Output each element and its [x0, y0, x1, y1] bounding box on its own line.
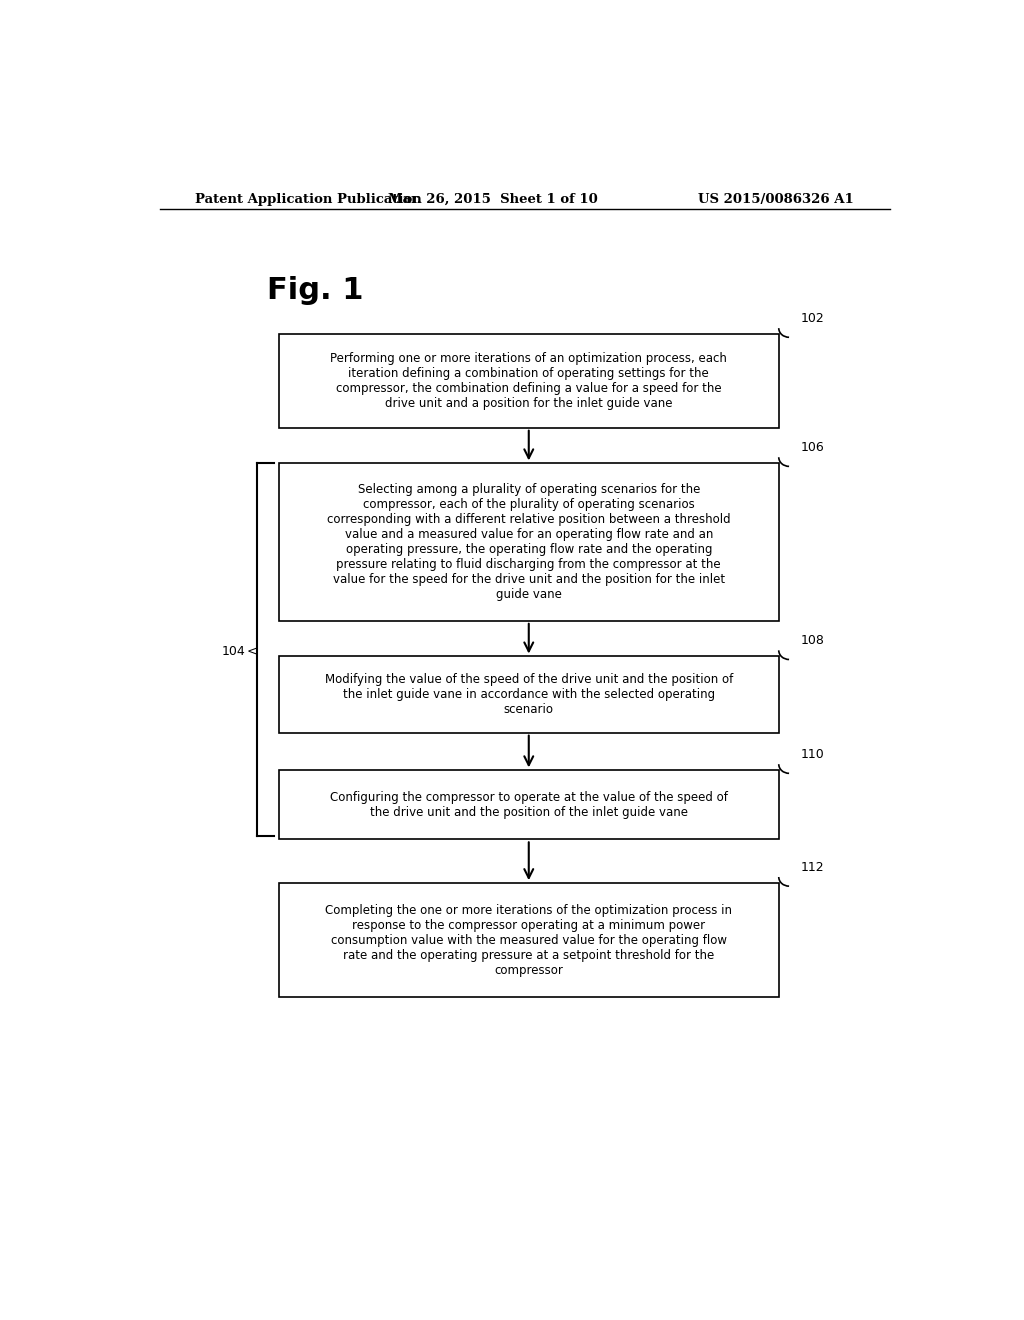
- Text: 106: 106: [801, 441, 824, 454]
- Text: 104: 104: [222, 645, 246, 657]
- Text: Configuring the compressor to operate at the value of the speed of
the drive uni: Configuring the compressor to operate at…: [330, 791, 728, 818]
- Text: Completing the one or more iterations of the optimization process in
response to: Completing the one or more iterations of…: [326, 903, 732, 977]
- Text: 108: 108: [801, 635, 825, 647]
- Bar: [279, 883, 779, 997]
- Text: Selecting among a plurality of operating scenarios for the
compressor, each of t: Selecting among a plurality of operating…: [327, 483, 730, 601]
- Text: 110: 110: [801, 748, 824, 762]
- Text: US 2015/0086326 A1: US 2015/0086326 A1: [698, 193, 854, 206]
- Bar: [279, 463, 779, 620]
- Text: Mar. 26, 2015  Sheet 1 of 10: Mar. 26, 2015 Sheet 1 of 10: [388, 193, 598, 206]
- Text: <: <: [246, 645, 257, 657]
- Text: Patent Application Publication: Patent Application Publication: [196, 193, 422, 206]
- Text: 102: 102: [801, 312, 824, 325]
- Text: Modifying the value of the speed of the drive unit and the position of
the inlet: Modifying the value of the speed of the …: [325, 673, 733, 715]
- Bar: [279, 334, 779, 428]
- Text: 112: 112: [801, 861, 824, 874]
- Text: Performing one or more iterations of an optimization process, each
iteration def: Performing one or more iterations of an …: [331, 352, 727, 411]
- Bar: [279, 656, 779, 733]
- Bar: [279, 771, 779, 840]
- Text: Fig. 1: Fig. 1: [267, 276, 364, 305]
